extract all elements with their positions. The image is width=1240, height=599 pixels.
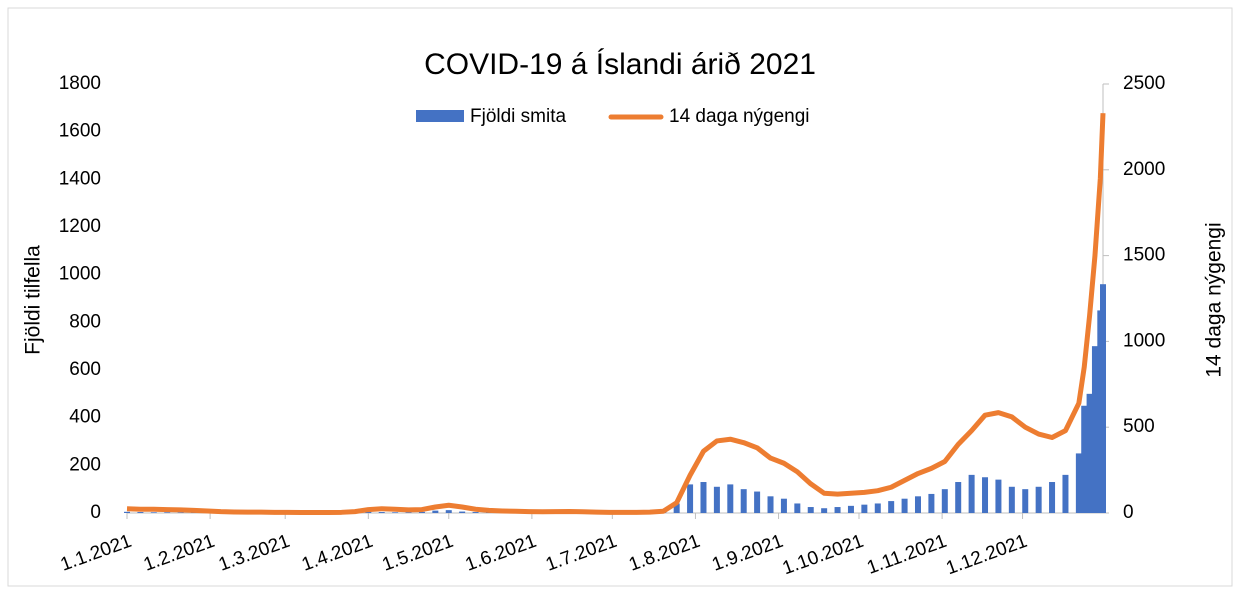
bar	[446, 510, 452, 513]
y-tick-label: 800	[69, 311, 101, 332]
y-tick-label: 1800	[59, 73, 101, 94]
legend-label: 14 daga nýgengi	[669, 106, 810, 127]
y2-tick-label: 1500	[1123, 245, 1165, 266]
bar	[875, 503, 881, 513]
bar	[754, 492, 760, 513]
bar	[1036, 487, 1042, 513]
bar	[473, 512, 479, 513]
bar	[392, 512, 398, 513]
y-tick-label: 600	[69, 359, 101, 380]
bar	[969, 475, 975, 513]
bar	[164, 512, 170, 513]
bar	[1009, 487, 1015, 513]
legend-label: Fjöldi smita	[470, 106, 567, 127]
y2-tick-label: 2000	[1123, 159, 1165, 180]
y-tick-label: 1200	[59, 216, 101, 237]
bar	[995, 480, 1001, 513]
bar	[1100, 284, 1106, 513]
bar	[768, 496, 774, 513]
chart-border	[8, 8, 1232, 586]
bar	[794, 503, 800, 513]
bar	[821, 508, 827, 513]
bar	[727, 484, 733, 513]
bar	[687, 484, 693, 513]
bar	[1062, 475, 1068, 513]
bar	[700, 482, 706, 513]
y-tick-label: 1400	[59, 168, 101, 189]
bar	[835, 507, 841, 513]
bar	[1081, 406, 1087, 513]
bar	[714, 487, 720, 513]
bar	[1022, 489, 1028, 513]
bar	[459, 512, 465, 513]
chart-title: COVID-19 á Íslandi árið 2021	[424, 48, 816, 81]
bar	[379, 512, 385, 513]
y-tick-label: 1600	[59, 121, 101, 142]
bar	[137, 512, 143, 513]
bar	[1076, 453, 1082, 513]
bar	[928, 494, 934, 513]
y2-tick-label: 0	[1123, 502, 1134, 523]
bar	[955, 482, 961, 513]
y-axis-title: Fjöldi tilfella	[22, 245, 45, 355]
bar	[151, 512, 157, 513]
bar	[942, 489, 948, 513]
bar	[1049, 482, 1055, 513]
y2-tick-label: 2500	[1123, 73, 1165, 94]
y2-axis-title: 14 daga nýgengi	[1203, 222, 1226, 377]
bar	[888, 501, 894, 513]
y-tick-label: 400	[69, 407, 101, 428]
y2-tick-label: 1000	[1123, 330, 1165, 351]
bar	[1092, 346, 1098, 513]
y-tick-label: 0	[90, 502, 101, 523]
bar	[861, 505, 867, 513]
bar	[781, 499, 787, 513]
y2-tick-label: 500	[1123, 416, 1155, 437]
y-tick-label: 200	[69, 454, 101, 475]
bar	[848, 506, 854, 513]
bar	[432, 511, 438, 513]
bar	[902, 499, 908, 513]
bar	[915, 496, 921, 513]
bar	[808, 507, 814, 513]
bar	[982, 477, 988, 513]
bar	[1087, 394, 1093, 513]
legend-swatch	[416, 110, 464, 122]
bar	[124, 512, 130, 513]
bar	[741, 489, 747, 513]
y-tick-label: 1000	[59, 264, 101, 285]
